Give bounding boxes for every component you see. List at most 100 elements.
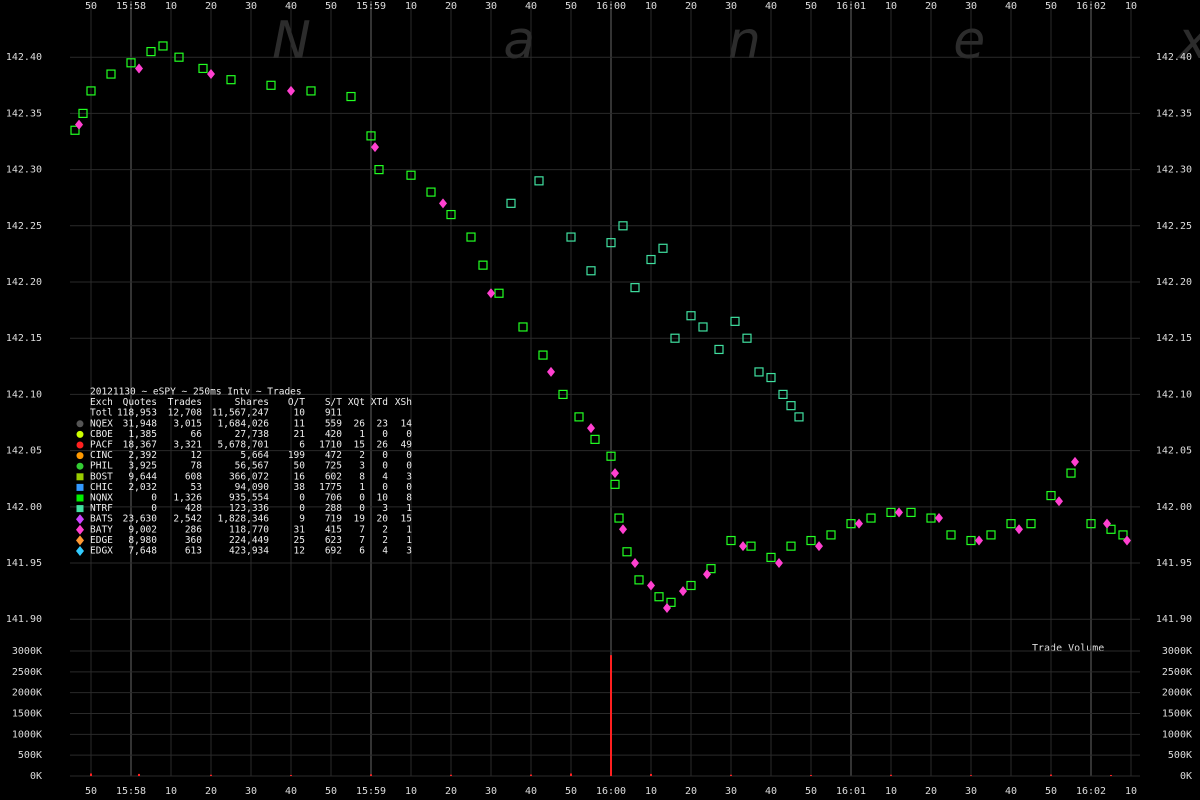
volume-bar — [570, 773, 572, 776]
table-cell: 7 — [359, 524, 365, 535]
legend-swatch — [76, 420, 84, 428]
quote-point — [306, 86, 316, 96]
table-cell: 8 — [359, 471, 365, 482]
y-tick-label: 3000K — [12, 646, 42, 657]
x-tick-label: 50 — [565, 786, 577, 797]
table-cell: 118,953 — [117, 408, 157, 419]
quote-point — [78, 108, 88, 119]
trade-point — [135, 63, 143, 74]
x-tick-label: 30 — [245, 786, 257, 797]
volume-bar — [90, 773, 92, 776]
quote-point — [794, 412, 804, 422]
quote-point — [374, 165, 384, 175]
x-tick-label: 10 — [645, 786, 657, 797]
table-cell: PHIL — [90, 461, 113, 472]
x-tick-label: 40 — [765, 786, 777, 797]
table-cell: 9,002 — [128, 524, 157, 535]
trade-point — [287, 85, 295, 96]
legend-swatch — [76, 546, 84, 556]
x-tick-label: 16:00 — [596, 1, 626, 12]
quote-point — [586, 266, 596, 276]
y-tick-label: 0K — [30, 771, 42, 782]
x-tick-label: 30 — [485, 1, 497, 12]
table-cell: 12,708 — [168, 408, 203, 419]
y-tick-label: 2500K — [1162, 667, 1192, 678]
table-cell: 9 — [299, 514, 305, 525]
x-tick-label: 10 — [1125, 786, 1137, 797]
table-cell: 23,630 — [123, 514, 158, 525]
quote-point — [426, 187, 436, 197]
table-cell: 423,934 — [229, 546, 269, 557]
table-cell: 78 — [191, 461, 203, 472]
trade-point — [439, 198, 447, 209]
quote-point — [778, 389, 788, 400]
quote-point — [686, 311, 696, 321]
legend-swatch — [76, 473, 84, 481]
table-cell: 49 — [401, 440, 413, 451]
volume-bar — [290, 774, 292, 776]
trade-point — [975, 535, 983, 546]
table-cell: 26 — [377, 440, 389, 451]
x-tick-label: 10 — [885, 786, 897, 797]
y-tick-label: 142.10 — [6, 389, 42, 400]
trade-point — [855, 518, 863, 529]
volume-bar — [530, 774, 532, 776]
trade-point — [647, 580, 655, 591]
y-tick-label: 1000K — [1162, 729, 1192, 740]
legend-swatch — [76, 514, 84, 525]
table-cell: 1 — [359, 429, 365, 440]
table-cell: 38 — [294, 482, 306, 493]
y-tick-label: 142.10 — [1156, 389, 1192, 400]
table-cell: 1 — [406, 524, 412, 535]
quote-point — [670, 333, 680, 343]
trade-point — [1071, 456, 1079, 467]
trade-point — [895, 507, 903, 518]
quote-point — [70, 125, 80, 135]
quote-point — [174, 52, 184, 62]
trade-point — [1123, 535, 1131, 546]
quote-point — [1086, 519, 1096, 529]
x-tick-label: 20 — [445, 1, 457, 12]
table-cell: 3 — [406, 471, 412, 482]
y-tick-label: 500K — [1168, 750, 1192, 761]
volume-bar — [890, 774, 892, 776]
table-cell: 3,321 — [173, 440, 202, 451]
volume-bar — [1050, 774, 1052, 776]
x-tick-label: 16:01 — [836, 1, 866, 12]
table-cell: 725 — [325, 461, 342, 472]
quote-point — [618, 221, 628, 231]
table-cell: 0 — [299, 493, 305, 504]
table-cell: 1710 — [319, 440, 342, 451]
y-tick-label: 142.35 — [1156, 108, 1192, 119]
table-cell: 0 — [382, 482, 388, 493]
y-tick-label: 142.25 — [1156, 221, 1192, 232]
quote-point — [634, 575, 644, 585]
table-cell: 288 — [325, 503, 342, 514]
quote-point — [466, 232, 476, 242]
x-tick-label: 10 — [165, 1, 177, 12]
quote-point — [1066, 468, 1076, 478]
legend-swatch — [76, 524, 84, 535]
trade-point — [371, 142, 379, 153]
y-tick-label: 142.40 — [1156, 52, 1192, 63]
legend-swatch — [76, 462, 84, 470]
x-tick-label: 30 — [245, 1, 257, 12]
quote-point — [826, 530, 836, 540]
x-tick-label: 15:58 — [116, 786, 146, 797]
table-cell: 623 — [325, 535, 342, 546]
table-cell: 12 — [191, 450, 202, 461]
table-cell: 415 — [325, 524, 342, 535]
y-tick-label: 142.15 — [1156, 333, 1192, 344]
table-cell: 12 — [294, 546, 305, 557]
x-tick-label: 10 — [1125, 1, 1137, 12]
table-cell: 7 — [359, 535, 365, 546]
table-cell: 16 — [294, 471, 306, 482]
quote-point — [946, 530, 956, 540]
x-tick-label: 16:00 — [596, 786, 626, 797]
table-cell: BATS — [90, 514, 113, 525]
trade-point — [487, 288, 495, 299]
table-cell: 0 — [382, 429, 388, 440]
table-header: Exch — [90, 397, 113, 408]
volume-label: Trade Volume — [1032, 643, 1104, 654]
